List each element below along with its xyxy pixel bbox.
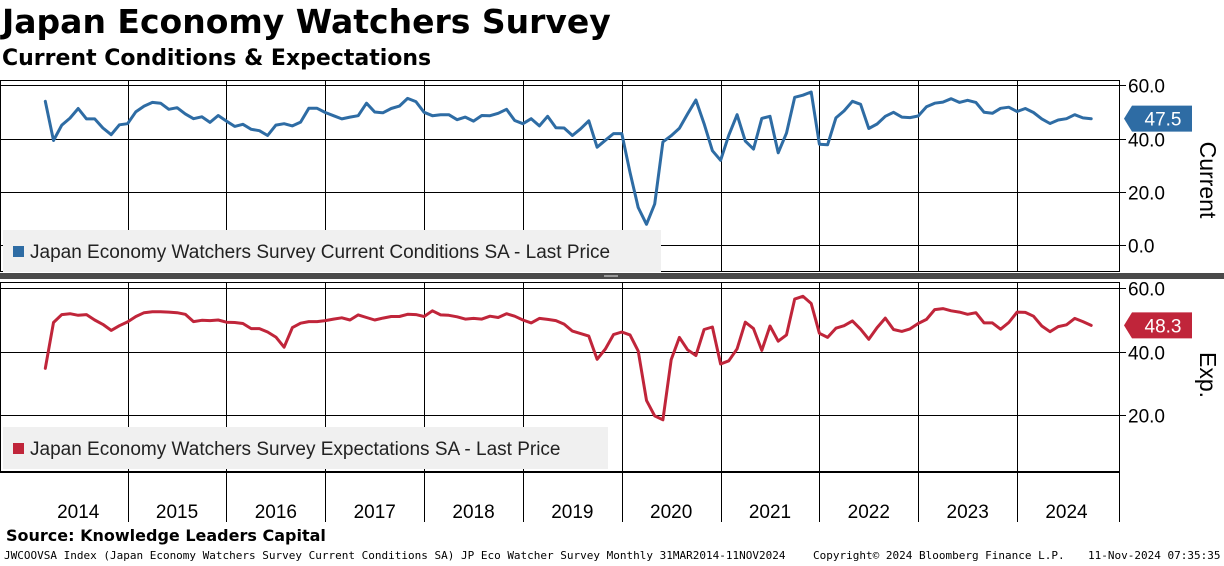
index-description: JWCOOVSA Index (Japan Economy Watchers S… <box>4 549 786 562</box>
y-tick-label: 0.0 <box>1128 237 1154 258</box>
x-tick-label: 2024 <box>1045 502 1088 523</box>
x-tick-label: 2021 <box>749 502 791 523</box>
legend-swatch-expectations <box>13 443 24 454</box>
y-tick-label: 40.0 <box>1128 131 1165 152</box>
last-value-callout-current: 47.5 <box>1124 105 1192 132</box>
source-note: Source: Knowledge Leaders Capital <box>6 526 326 545</box>
panel-label-current: Current <box>1195 142 1221 219</box>
x-tick-label: 2015 <box>156 502 198 523</box>
last-value-callout-expectations: 48.3 <box>1124 312 1192 339</box>
panel-label-expectations: Exp. <box>1195 352 1221 398</box>
x-tick-label: 2023 <box>947 502 989 523</box>
y-tick-label: 40.0 <box>1128 344 1165 365</box>
series-line-current <box>43 90 1093 226</box>
legend-swatch-current <box>13 246 24 257</box>
page-title: Japan Economy Watchers Survey <box>2 2 611 41</box>
legend-label-current: Japan Economy Watchers Survey Current Co… <box>30 242 610 263</box>
x-tick-label: 2016 <box>255 502 297 523</box>
x-tick-label: 2022 <box>848 502 890 523</box>
legend-box-current <box>3 230 661 272</box>
last-value-badge <box>1124 105 1192 132</box>
x-tick-label: 2018 <box>452 502 494 523</box>
y-tick-label: 60.0 <box>1128 77 1165 98</box>
last-value-badge <box>1124 312 1192 339</box>
y-tick-label: 20.0 <box>1128 407 1165 428</box>
legend-box-expectations <box>3 427 608 469</box>
legend-label-expectations: Japan Economy Watchers Survey Expectatio… <box>30 439 560 460</box>
y-tick-label: 60.0 <box>1128 280 1165 301</box>
last-value-label: 48.3 <box>1145 316 1182 337</box>
x-tick-label: 2019 <box>551 502 593 523</box>
x-tick-label: 2020 <box>650 502 692 523</box>
last-value-label: 47.5 <box>1145 110 1182 131</box>
timestamp: 11-Nov-2024 07:35:35 <box>1088 549 1221 562</box>
panel-resize-handle <box>604 275 618 277</box>
x-tick-label: 2014 <box>57 502 100 523</box>
y-tick-label: 20.0 <box>1128 184 1165 205</box>
series-line-expectations <box>43 294 1093 422</box>
page-subtitle: Current Conditions & Expectations <box>2 46 432 71</box>
x-tick-label: 2017 <box>354 502 396 523</box>
copyright-note: Copyright© 2024 Bloomberg Finance L.P. <box>813 549 1065 562</box>
